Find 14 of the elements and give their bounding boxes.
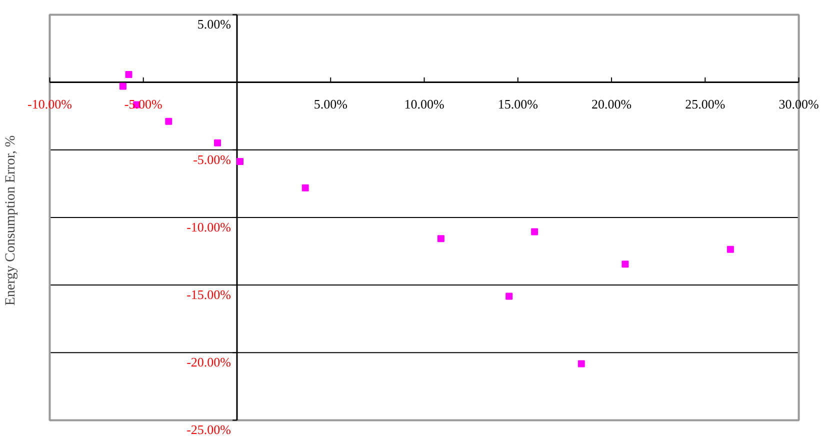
x-tick-label: 15.00% — [498, 96, 538, 112]
y-tick-label: -5.00% — [193, 152, 232, 167]
y-tick-label: -25.00% — [186, 422, 232, 438]
x-tick-label: 30.00% — [778, 96, 819, 112]
x-tick-label: 20.00% — [591, 96, 632, 112]
y-axis-title: Energy Consumption Error, % — [4, 135, 18, 306]
x-tick-label: 10.00% — [404, 96, 444, 112]
y-tick-label: -10.00% — [186, 219, 232, 234]
x-tick-label: 5.00% — [314, 96, 348, 112]
y-tick-label: -15.00% — [186, 287, 232, 302]
x-tick-label: -10.00% — [28, 96, 72, 112]
y-tick-label: 5.00% — [197, 16, 232, 32]
y-tick-label: -20.00% — [186, 354, 232, 370]
x-tick-label: 25.00% — [685, 96, 726, 112]
